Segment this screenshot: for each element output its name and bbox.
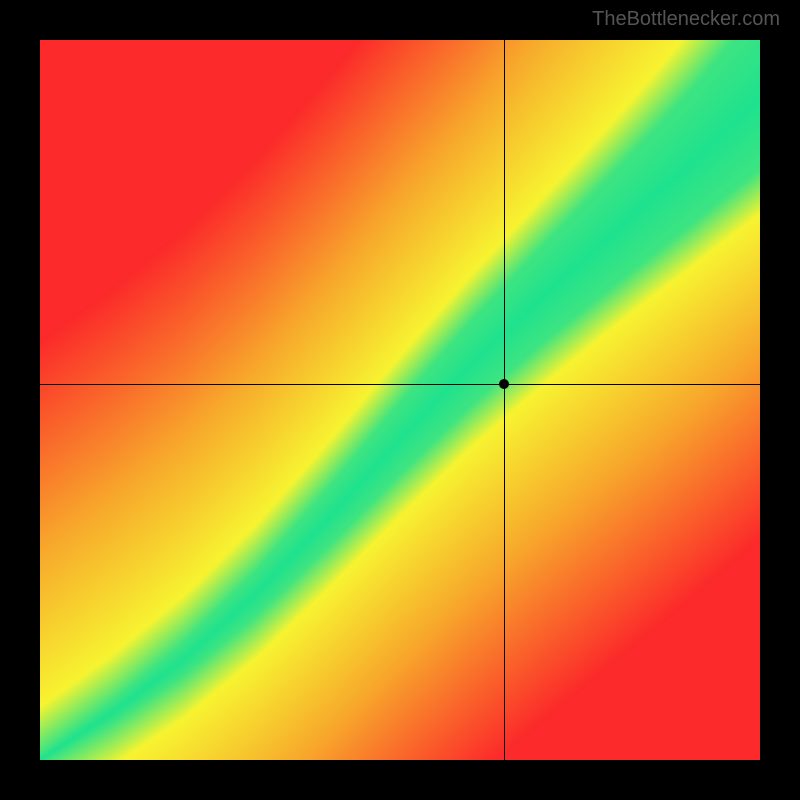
crosshair-vertical	[504, 40, 505, 760]
crosshair-horizontal	[40, 384, 760, 385]
heatmap-plot	[40, 40, 760, 760]
heatmap-canvas	[40, 40, 760, 760]
crosshair-marker	[499, 379, 509, 389]
watermark-text: TheBottlenecker.com	[592, 8, 780, 31]
